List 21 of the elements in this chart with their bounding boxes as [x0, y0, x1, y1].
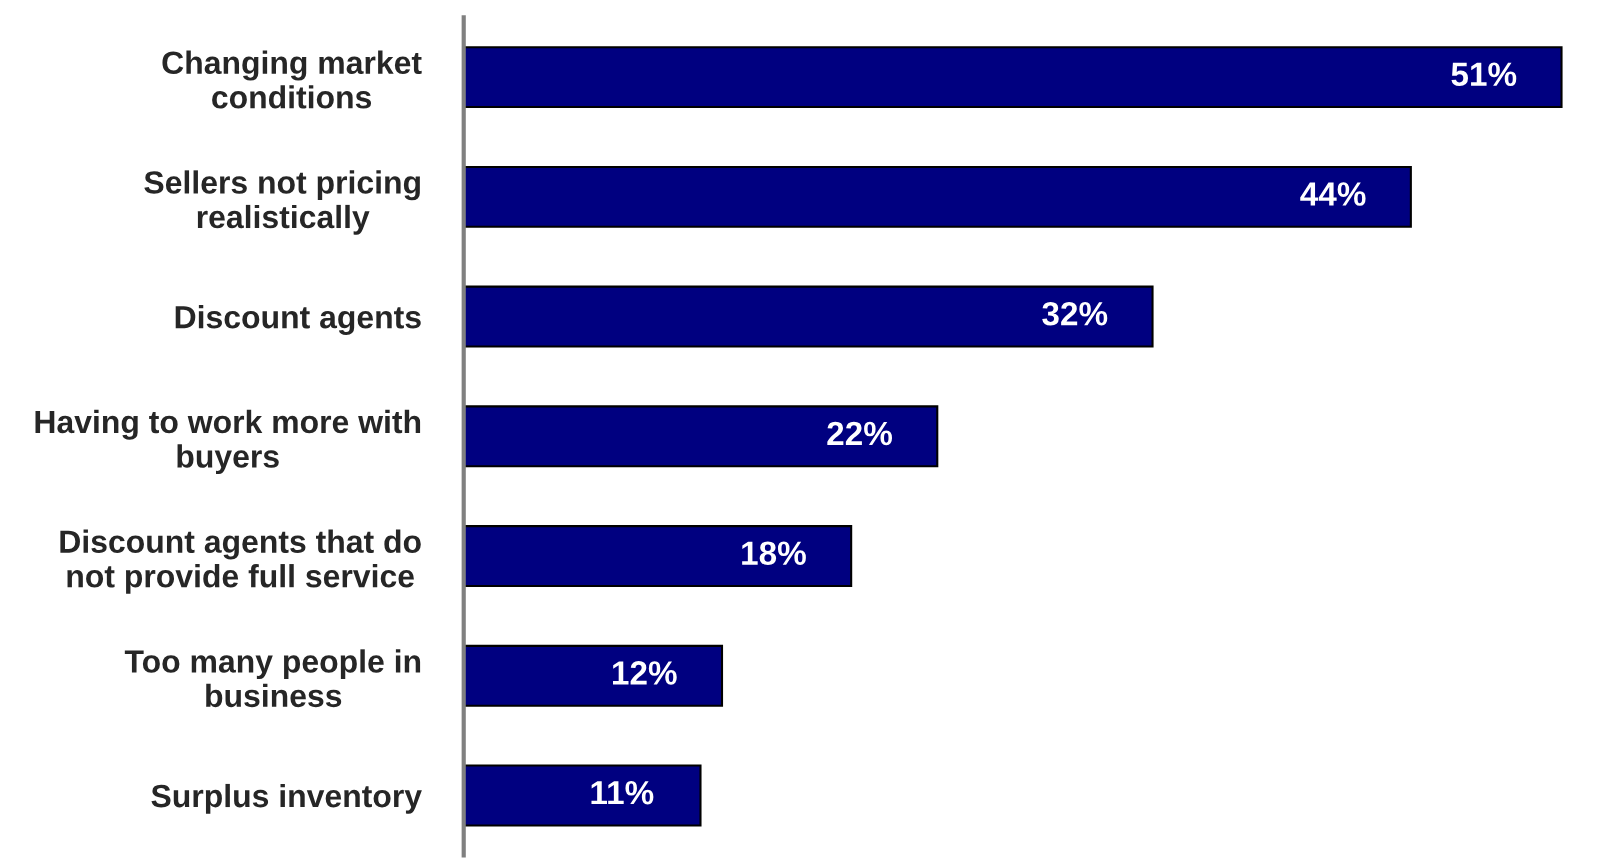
bar [463, 165, 1412, 228]
data-label: 44% [1300, 182, 1366, 206]
data-label: 32% [1042, 301, 1108, 326]
y-tick-label: Discount agents that do not provide full service [60, 529, 421, 594]
y-tick-label: Changing market conditions [162, 50, 422, 109]
bar [463, 764, 702, 827]
y-tick-label: Having to work more with buyers [35, 409, 421, 475]
data-label: 18% [742, 541, 806, 565]
y-tick-label: Too many people in business [124, 649, 421, 708]
data-label: 22% [827, 421, 893, 446]
bar [463, 46, 1563, 109]
data-label: 11% [591, 780, 654, 805]
bar [463, 525, 853, 588]
data-label: 12% [613, 661, 677, 685]
bar [463, 285, 1154, 348]
y-tick-label: Surplus inventory [151, 783, 422, 814]
bar [463, 405, 939, 468]
bar [463, 644, 724, 707]
y-tick-label: Sellers not pricing realistically [144, 170, 420, 235]
data-label: 51% [1451, 62, 1517, 87]
y-tick-label: Discount agents [175, 305, 421, 335]
